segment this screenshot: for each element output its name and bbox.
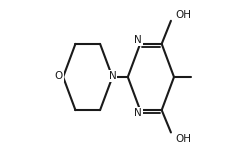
Text: N: N [108, 71, 116, 81]
Text: N: N [134, 35, 141, 45]
Text: OH: OH [175, 10, 191, 20]
Text: OH: OH [175, 134, 191, 144]
Text: O: O [55, 71, 63, 81]
Text: N: N [134, 108, 141, 118]
